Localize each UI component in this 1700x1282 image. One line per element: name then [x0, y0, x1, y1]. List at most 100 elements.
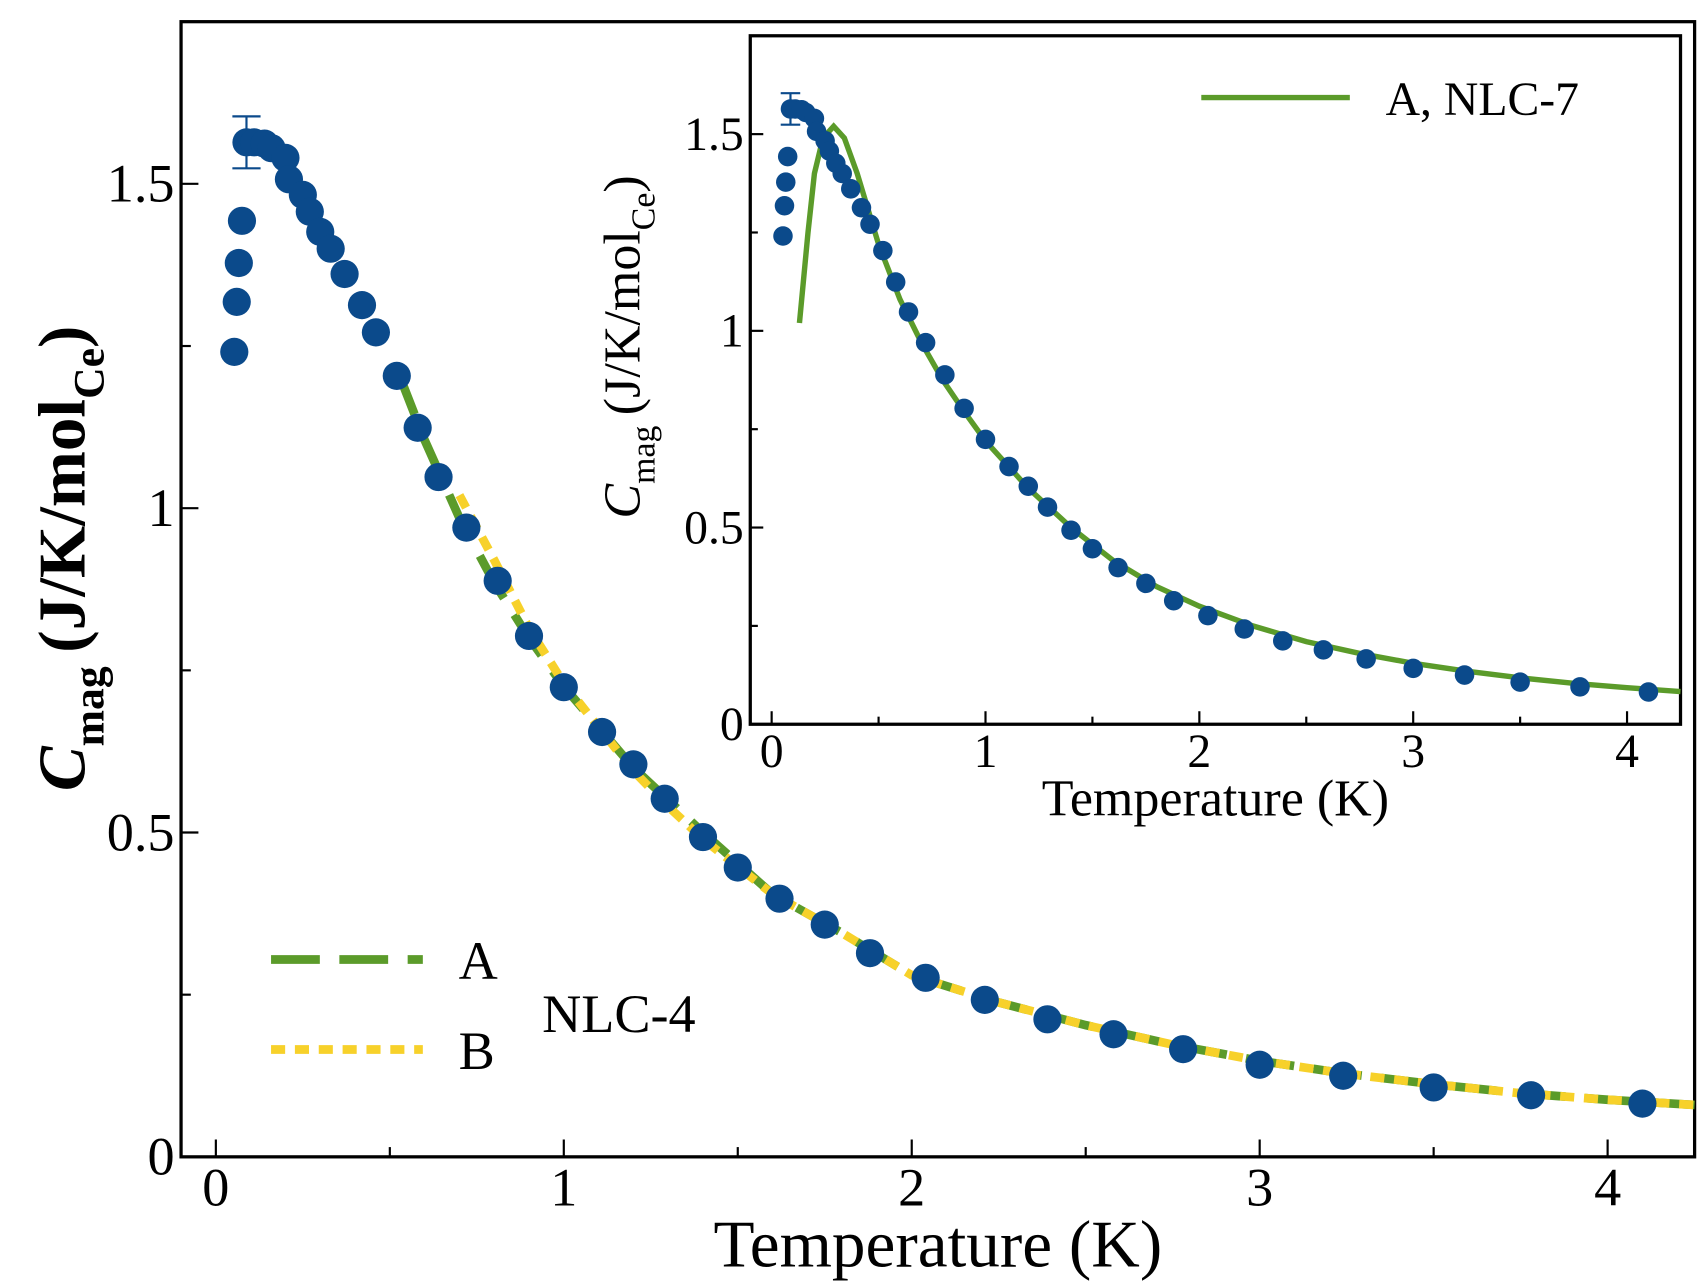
series-group	[773, 92, 1659, 702]
x-tick-label: 0	[202, 1158, 229, 1218]
y-axis-label-part: Ce	[65, 348, 113, 399]
data-point	[1033, 1005, 1062, 1034]
y-tick-label: 0.5	[684, 501, 744, 554]
data-point	[860, 214, 880, 234]
data-point	[915, 332, 936, 353]
data-point	[1356, 649, 1376, 669]
data-point	[832, 163, 852, 184]
data-point	[873, 240, 893, 261]
y-tick-label: 1	[147, 478, 174, 538]
y-axis-label-part: C	[25, 745, 100, 791]
x-tick-label: 0	[760, 725, 784, 778]
data-point	[1329, 1061, 1358, 1090]
data-point	[1037, 497, 1058, 517]
data-point	[776, 172, 796, 192]
series-group	[220, 115, 1657, 1118]
y-tick-label: 1.5	[107, 154, 175, 214]
legend-label: A	[459, 931, 498, 991]
data-point	[765, 884, 794, 913]
data-point	[220, 337, 249, 366]
data-point	[1419, 1073, 1448, 1102]
y-axis-label-part: )	[25, 326, 100, 348]
data-point	[1638, 682, 1659, 702]
data-point	[898, 302, 919, 322]
data-point	[382, 361, 411, 390]
figure-body: 0 1 2 3 4 0 0.5 1 1.5 Temperature (K) Cmag (J/K/mol…	[25, 20, 1697, 1281]
data-point	[810, 910, 839, 939]
data-point	[347, 291, 377, 320]
x-tick-label: 2	[1187, 725, 1211, 778]
data-point	[1628, 1089, 1657, 1118]
y-axis-label-part: mag	[625, 426, 662, 484]
data-point	[316, 234, 345, 263]
x-tick-label: 1	[550, 1158, 577, 1218]
plot: 0 1 2 3 4 0 0.5 1 1.5 Temperature (K) Cmag (J/K/mol…	[595, 34, 1683, 827]
data-point	[841, 179, 861, 199]
y-axis-label-part: )	[595, 175, 652, 192]
data-point	[1169, 1035, 1198, 1064]
x-tick-label: 3	[1401, 725, 1425, 778]
data-point	[227, 206, 257, 235]
data-point	[1570, 677, 1590, 697]
data-point	[1454, 665, 1475, 685]
x-axis-label: Temperature (K)	[713, 1206, 1162, 1281]
y-axis-label-part: (J/K/mol	[595, 230, 652, 415]
data-point	[514, 621, 544, 651]
y-axis-label-part: mag	[65, 666, 113, 746]
data-point	[1234, 619, 1255, 639]
data-point	[330, 259, 359, 289]
y-tick-label: 1	[720, 305, 744, 358]
data-point	[1099, 1020, 1128, 1049]
data-point	[619, 750, 648, 779]
data-point	[1061, 520, 1081, 541]
data-point	[549, 673, 578, 702]
data-point	[222, 287, 251, 317]
data-point	[1403, 658, 1423, 679]
data-point	[1136, 573, 1156, 594]
data-point	[975, 429, 996, 450]
data-point	[911, 963, 940, 992]
data-point	[1082, 539, 1103, 559]
legend-label: A, NLC-7	[1386, 73, 1579, 126]
data-point	[723, 853, 752, 882]
data-point	[650, 784, 679, 813]
legend-label: B	[459, 1021, 495, 1081]
data-point	[954, 398, 974, 419]
data-point	[452, 513, 481, 542]
data-point	[970, 985, 999, 1014]
data-point	[774, 195, 795, 216]
y-tick-label: 1.5	[684, 108, 744, 161]
data-point	[773, 226, 793, 246]
data-point	[424, 462, 453, 492]
data-point	[1245, 1050, 1274, 1079]
legend-annotation: NLC-4	[542, 984, 696, 1044]
data-point	[688, 822, 718, 852]
data-point	[1516, 1081, 1546, 1110]
data-point	[1510, 672, 1530, 692]
data-point	[271, 143, 300, 172]
y-tick-label: 0	[147, 1127, 174, 1187]
x-tick-label: 1	[974, 725, 998, 778]
data-point	[1313, 640, 1334, 660]
data-point	[999, 456, 1019, 477]
x-axis-label: Temperature (K)	[1042, 770, 1389, 827]
data-point	[777, 146, 798, 167]
y-tick-label: 0	[720, 698, 744, 751]
data-point	[1198, 605, 1218, 626]
x-tick-label: 4	[1615, 725, 1639, 778]
data-point	[935, 365, 955, 385]
data-point	[1163, 590, 1184, 611]
y-axis-label-part: C	[595, 483, 652, 519]
data-point	[403, 413, 432, 442]
y-axis-label-part: Ce	[625, 193, 662, 231]
y-tick-label: 0.5	[107, 802, 175, 862]
x-tick-label: 3	[1246, 1158, 1273, 1218]
data-point	[224, 248, 253, 278]
data-point	[851, 197, 872, 218]
y-axis-label: Cmag (J/K/molCe)	[25, 326, 114, 792]
data-point	[361, 318, 391, 347]
data-point	[855, 939, 885, 968]
data-point	[483, 566, 512, 595]
y-axis-label-part: (J/K/mol	[25, 399, 100, 653]
